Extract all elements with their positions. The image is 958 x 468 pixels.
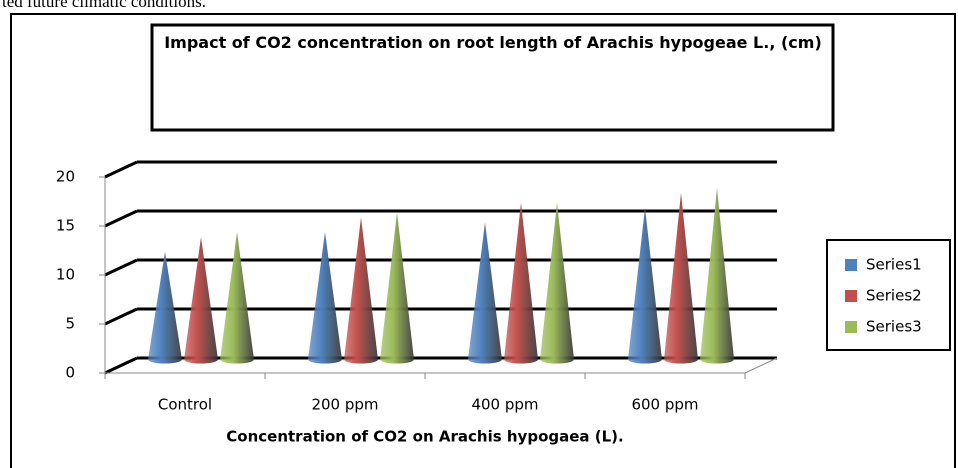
- legend-swatch: [845, 321, 857, 333]
- cone: [220, 232, 254, 364]
- x-tick-label: Control: [158, 396, 212, 414]
- chart-title: Impact of CO2 concentration on root leng…: [164, 33, 822, 52]
- legend-swatch: [845, 290, 857, 302]
- y-tick-label: 15: [56, 217, 75, 235]
- grid-line: [104, 356, 138, 375]
- legend-label: Series1: [866, 256, 922, 274]
- x-tick-label: 200 ppm: [311, 396, 378, 414]
- y-tick-label: 5: [65, 315, 75, 333]
- cone: [700, 188, 734, 364]
- grid-line: [104, 258, 138, 277]
- y-tick-label: 10: [56, 266, 75, 284]
- x-tick-label: 600 ppm: [631, 396, 698, 414]
- y-tick-label: 0: [65, 364, 75, 382]
- cone: [344, 217, 378, 364]
- floor-edge: [744, 357, 778, 374]
- cone: [380, 212, 414, 364]
- grid-line: [104, 307, 138, 326]
- chart-border: [10, 13, 956, 468]
- cone: [468, 222, 502, 364]
- body-text: ted future climatic conditions.: [2, 0, 206, 11]
- cone: [504, 202, 538, 364]
- x-axis-title: Concentration of CO2 on Arachis hypogaea…: [226, 428, 623, 446]
- y-tick-label: 20: [56, 168, 75, 186]
- cone: [540, 202, 574, 364]
- cone: [184, 237, 218, 364]
- legend-label: Series3: [866, 318, 922, 336]
- legend-label: Series2: [866, 287, 922, 305]
- cone: [628, 207, 662, 364]
- cone: [148, 251, 182, 364]
- cone: [664, 192, 698, 364]
- x-tick-label: 400 ppm: [471, 396, 538, 414]
- cone: [308, 232, 342, 364]
- grid-line: [104, 209, 138, 228]
- title-box: [150, 23, 835, 132]
- legend-swatch: [845, 259, 857, 271]
- grid-line: [104, 160, 138, 179]
